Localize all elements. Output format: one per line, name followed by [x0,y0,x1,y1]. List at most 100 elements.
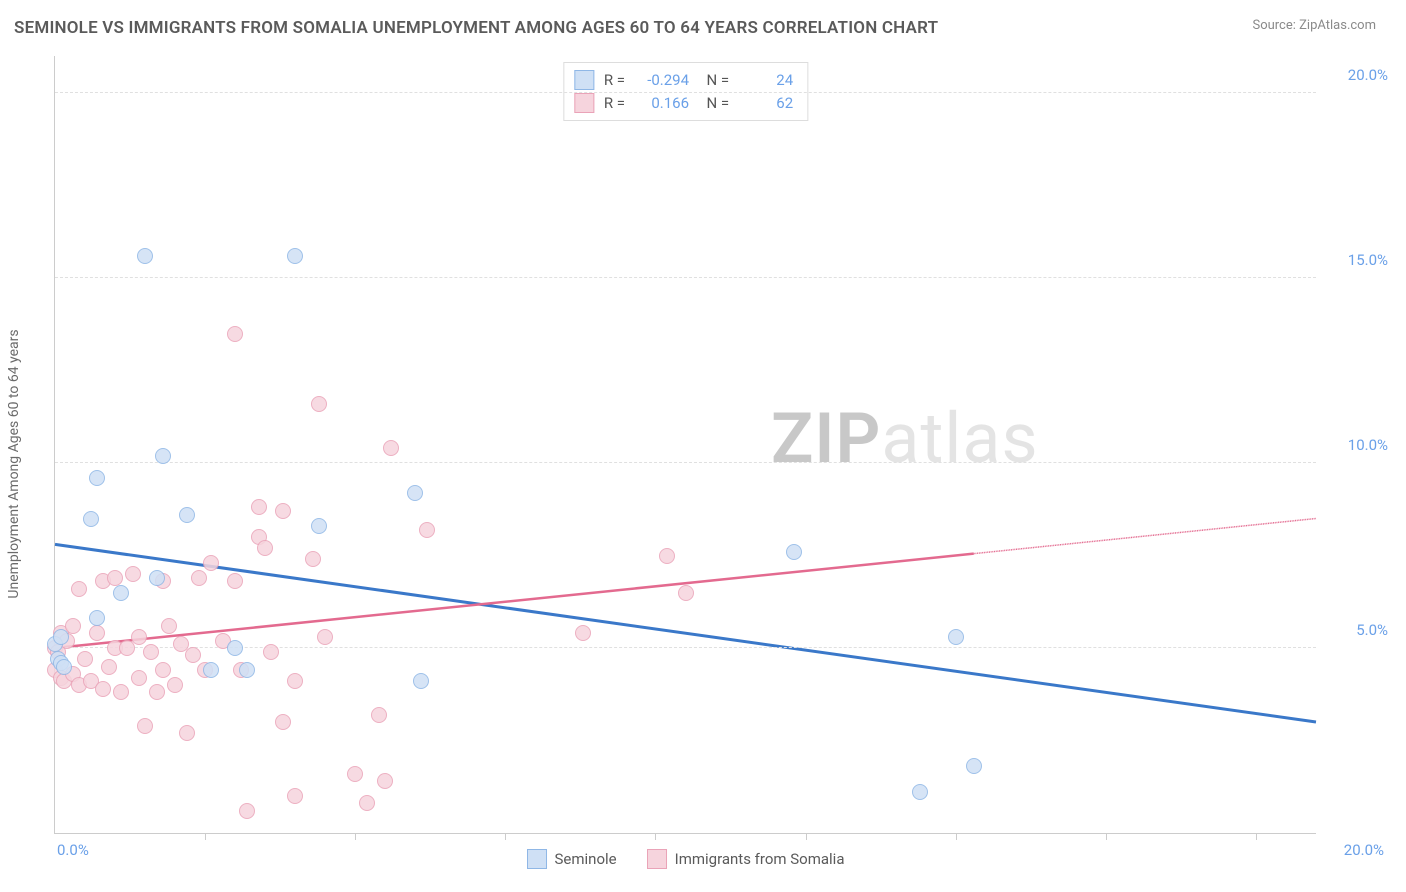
data-point [95,681,111,697]
data-point [407,485,423,501]
data-point [239,662,255,678]
y-tick-label: 10.0% [1328,436,1388,454]
data-point [377,773,393,789]
data-point [287,788,303,804]
x-axis-max-label: 20.0% [1344,841,1384,859]
gridline [55,92,1316,93]
data-point [89,625,105,641]
x-tick [1256,833,1257,840]
data-point [257,540,273,556]
data-point [203,555,219,571]
data-point [131,629,147,645]
legend-row: R = 0.166 N = 62 [574,92,793,115]
legend-swatch [527,849,547,869]
data-point [125,566,141,582]
series-legend: Seminole Immigrants from Somalia [527,849,845,869]
data-point [113,684,129,700]
x-tick [1106,833,1107,840]
data-point [305,551,321,567]
data-point [263,644,279,660]
data-point [275,714,291,730]
data-point [575,625,591,641]
data-point [251,499,267,515]
legend-row: R = -0.294 N = 24 [574,69,793,92]
data-point [107,570,123,586]
data-point [347,766,363,782]
legend-swatch [647,849,667,869]
source-label: Source: ZipAtlas.com [1252,18,1376,33]
legend-r-label: R = [604,92,625,115]
legend-swatch [574,70,594,90]
legend-n-value: 24 [739,69,793,92]
data-point [185,647,201,663]
data-point [203,662,219,678]
data-point [179,725,195,741]
data-point [149,684,165,700]
data-point [131,670,147,686]
legend-n-label: N = [699,69,729,92]
watermark: ZIPatlas [771,398,1039,480]
data-point [56,659,72,675]
gridline [55,277,1316,278]
data-point [287,673,303,689]
x-tick [956,833,957,840]
data-point [966,758,982,774]
data-point [317,629,333,645]
y-tick-label: 15.0% [1328,251,1388,269]
data-point [912,784,928,800]
legend-r-label: R = [604,69,625,92]
x-tick [355,833,356,840]
data-point [659,548,675,564]
data-point [948,629,964,645]
data-point [83,511,99,527]
chart-header: SEMINOLE VS IMMIGRANTS FROM SOMALIA UNEM… [0,0,1406,46]
legend-r-value: -0.294 [635,69,689,92]
data-point [371,707,387,723]
x-axis-min-label: 0.0% [57,841,89,859]
data-point [419,522,435,538]
data-point [89,610,105,626]
legend-label: Immigrants from Somalia [675,850,845,868]
data-point [155,448,171,464]
data-point [227,640,243,656]
data-point [149,570,165,586]
data-point [89,470,105,486]
legend-label: Seminole [555,850,617,868]
data-point [113,585,129,601]
data-point [191,570,207,586]
data-point [53,629,69,645]
data-point [275,503,291,519]
legend-n-label: N = [699,92,729,115]
data-point [137,718,153,734]
data-point [179,507,195,523]
data-point [786,544,802,560]
data-point [101,659,117,675]
data-point [143,644,159,660]
data-point [161,618,177,634]
data-point [678,585,694,601]
data-point [227,573,243,589]
gridline [55,647,1316,648]
y-tick-label: 5.0% [1328,621,1388,639]
data-point [155,662,171,678]
data-point [137,248,153,264]
legend-item: Immigrants from Somalia [647,849,845,869]
data-point [227,326,243,342]
legend-item: Seminole [527,849,617,869]
trend-lines [55,56,1316,833]
x-tick [205,833,206,840]
chart-title: SEMINOLE VS IMMIGRANTS FROM SOMALIA UNEM… [14,18,938,38]
data-point [413,673,429,689]
data-point [167,677,183,693]
data-point [239,803,255,819]
legend-swatch [574,93,594,113]
y-tick-label: 20.0% [1328,66,1388,84]
x-tick [655,833,656,840]
chart-area: Unemployment Among Ages 60 to 64 years Z… [14,46,1396,882]
x-tick [806,833,807,840]
gridline [55,462,1316,463]
data-point [71,581,87,597]
data-point [359,795,375,811]
x-tick [505,833,506,840]
data-point [77,651,93,667]
